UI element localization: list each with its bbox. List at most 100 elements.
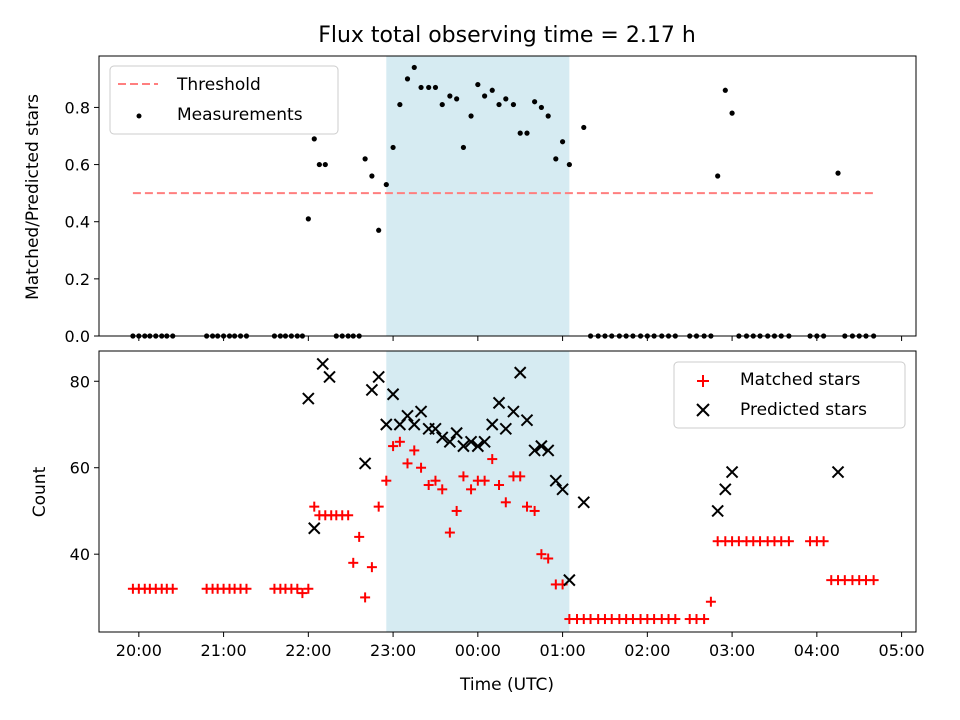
predicted-star-point: [323, 370, 336, 384]
matched-star-point: [366, 562, 377, 573]
predicted-star-point: [450, 426, 463, 440]
measurement-point: [418, 84, 424, 91]
measurement-point: [715, 173, 721, 179]
legend-matched-swatch: [697, 375, 709, 387]
predicted-star-point: [725, 465, 739, 479]
x-tick-label: 04:00: [794, 641, 840, 660]
legend-measurements-swatch: [136, 113, 142, 119]
predicted-star-point: [535, 439, 548, 453]
y-axis-label-bottom: Count: [30, 466, 50, 517]
predicted-star-point: [478, 435, 491, 448]
measurement-point: [496, 101, 502, 108]
matched-star-point: [466, 484, 477, 495]
measurement-point: [322, 161, 328, 168]
predicted-star-point: [563, 573, 576, 587]
legend-box: [109, 65, 339, 135]
matched-star-point: [292, 583, 303, 594]
measurement-point: [397, 101, 403, 108]
predicted-star-point: [486, 418, 499, 431]
panel-counts: 40 60 80 20:00 21:00 22:00 23:00 00:00 01:00 02:…: [30, 350, 925, 695]
legend-box: [673, 361, 906, 429]
predicted-star-point: [457, 439, 470, 453]
predicted-star-point: [372, 370, 385, 384]
measurement-point: [454, 96, 460, 102]
predicted-star-point: [316, 357, 329, 371]
predicted-star-point: [429, 422, 442, 436]
measurement-point: [566, 161, 572, 168]
predicted-star-point: [408, 418, 421, 431]
legend-measurements-label: Measurements: [177, 105, 303, 125]
legend-predicted-label: Predicted stars: [740, 400, 867, 420]
predicted-star-point: [308, 522, 321, 535]
matched-star-point: [348, 557, 359, 568]
measurement-point: [722, 87, 728, 93]
observing-span-shade: [386, 56, 570, 336]
measurement-point: [545, 113, 551, 119]
matched-star-point: [437, 484, 448, 495]
y-tick-label: 0.0: [65, 327, 90, 346]
matched-star-point: [444, 527, 455, 538]
measurement-point: [460, 144, 467, 151]
matched-star-point: [381, 475, 392, 486]
predicted-star-point: [380, 418, 393, 431]
matched-star-point: [309, 501, 320, 512]
y-tick-label: 0.8: [65, 98, 90, 117]
panel-ratio: 0.0 0.2 0.4 0.6 0.8 Flux total observing tim…: [23, 23, 917, 346]
measurement-point: [468, 113, 474, 119]
x-tick-label: 03:00: [709, 641, 755, 660]
matched-star-point: [241, 583, 252, 594]
measurement-point: [376, 227, 382, 233]
predicted-star-point: [358, 457, 372, 470]
predicted-star-point: [577, 496, 590, 509]
measurement-point: [316, 161, 322, 168]
measurement-point: [835, 170, 841, 176]
x-tick-label: 21:00: [201, 641, 247, 660]
measurement-point: [432, 84, 439, 91]
y-tick-label: 60: [70, 459, 90, 478]
matched-star-point: [529, 505, 540, 516]
x-ticks-top: [138, 336, 903, 341]
x-tick-label: 00:00: [455, 641, 501, 660]
measurement-point: [383, 181, 389, 188]
y-ticks-bottom: 40 60 80: [70, 372, 99, 564]
matched-star-point: [521, 501, 532, 512]
x-tick-label: 05:00: [879, 641, 925, 660]
matched-star-point: [394, 436, 405, 447]
x-ticks-bottom: 20:00 21:00 22:00 23:00 00:00 01:00 02:00 03:00…: [116, 632, 925, 660]
matched-star-point: [543, 553, 554, 564]
x-tick-label: 20:00: [116, 641, 162, 660]
matched-star-point: [430, 475, 441, 486]
predicted-star-point: [471, 439, 485, 453]
predicted-star-point: [514, 366, 527, 379]
measurement-point: [439, 101, 445, 108]
axes-frame-top: [98, 55, 917, 337]
measurement-point: [489, 87, 495, 93]
matched-star-point: [487, 454, 498, 465]
matched-star-point: [818, 536, 829, 547]
predicted-star-point: [528, 444, 541, 457]
matched-star-point: [388, 441, 399, 452]
predicted-star-point: [401, 409, 414, 423]
matched-star-point: [402, 458, 413, 469]
y-tick-label: 0.2: [65, 270, 90, 289]
measurement-point: [538, 104, 545, 111]
measurement-point: [369, 173, 375, 179]
predicted-star-point: [520, 413, 534, 427]
y-ticks-top: 0.0 0.2 0.4 0.6 0.8: [65, 98, 99, 346]
legend-matched-label: Matched stars: [740, 370, 860, 390]
y-tick-label: 0.6: [65, 156, 90, 175]
matched-star-point: [409, 445, 420, 456]
predicted-star-point: [541, 444, 555, 457]
y-axis-label-top: Matched/Predicted stars: [23, 94, 43, 300]
predicted-stars-points: [302, 357, 845, 587]
matched-star-point: [451, 505, 462, 516]
predicted-star-point: [386, 388, 400, 401]
matched-star-point: [167, 583, 178, 594]
measurement-point: [482, 93, 488, 99]
measurement-point: [447, 93, 453, 99]
matched-star-point: [783, 536, 794, 547]
matched-stars-points: [127, 436, 879, 625]
predicted-star-point: [464, 435, 478, 448]
matched-star-point: [416, 462, 427, 473]
